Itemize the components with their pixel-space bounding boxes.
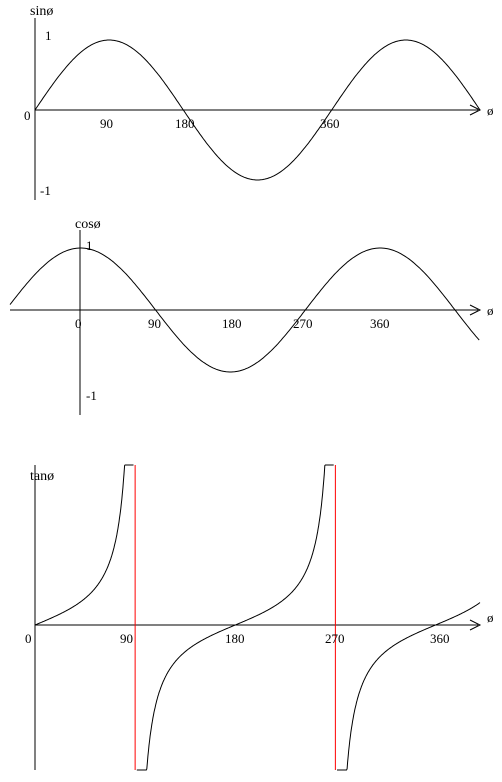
tan-branch-2: [137, 465, 334, 770]
cos-xtick-270: 270: [293, 316, 313, 331]
cos-ytick-1: 1: [86, 238, 93, 253]
sin-ytick-1: 1: [45, 28, 52, 43]
sin-xtick-0: 0: [24, 108, 31, 123]
tan-branch-1: [35, 465, 134, 625]
cos-title: cosø: [75, 217, 101, 232]
cos-chart: cosø ø 1 -1 0 90 180 270 360: [10, 217, 494, 415]
sin-title: sinø: [30, 4, 53, 19]
cos-xtick-360: 360: [370, 316, 390, 331]
sin-chart: sinø ø 1 -1 0 90 180 360: [24, 4, 494, 200]
tan-xtick-180: 180: [225, 631, 245, 646]
cos-ytick-neg1: -1: [86, 388, 97, 403]
tan-xtick-90: 90: [120, 631, 133, 646]
sin-xtick-90: 90: [100, 116, 113, 131]
cos-xtick-0: 0: [75, 316, 82, 331]
tan-axis-label: ø: [487, 610, 494, 625]
tan-branch-3: [337, 603, 480, 770]
cos-xtick-90: 90: [148, 316, 161, 331]
tan-xtick-0: 0: [25, 631, 32, 646]
sin-axis-label: ø: [487, 103, 494, 118]
cos-xtick-180: 180: [222, 316, 242, 331]
tan-xtick-360: 360: [430, 631, 450, 646]
sin-ytick-neg1: -1: [40, 183, 51, 198]
sin-xtick-180: 180: [175, 116, 195, 131]
tan-chart: tanø ø 0 90 180 270 360: [25, 465, 494, 770]
tan-title: tanø: [30, 469, 54, 484]
tan-xtick-270: 270: [325, 631, 345, 646]
cos-axis-label: ø: [487, 303, 494, 318]
sin-xtick-360: 360: [320, 116, 340, 131]
